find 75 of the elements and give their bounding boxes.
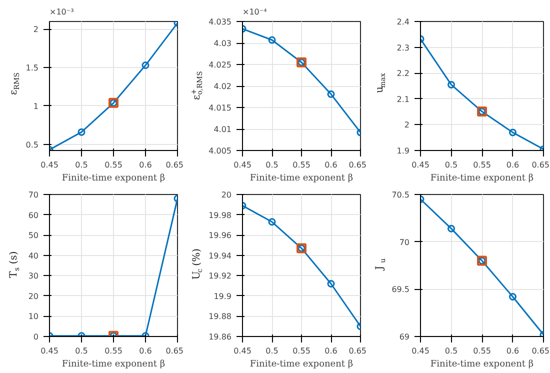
x-axis-title: Finite-time exponent β	[250, 360, 354, 370]
y-tick-label: 2	[404, 120, 410, 130]
x-tick-label: 0.5	[75, 160, 88, 170]
x-tick-label: 0.6	[506, 346, 520, 356]
x-tick-label: 0.45	[234, 160, 252, 170]
y-tick-label: 0.5	[26, 140, 39, 150]
x-axis-title: Finite-time exponent β	[430, 360, 534, 370]
y-tick-label: 70	[28, 190, 39, 200]
text: ×10⁻³	[50, 8, 74, 16]
x-tick-label: 0.65	[532, 160, 550, 170]
y-tick-label: 20	[221, 190, 232, 200]
y-tick-label: 60	[28, 210, 39, 220]
y-tick-label: 1.5	[26, 64, 39, 73]
x-tick-label: 0.5	[75, 346, 88, 356]
y-tick-label: 4.035	[208, 18, 232, 26]
x-tick-label: 0.65	[348, 346, 366, 356]
y-tick-label: 4.02	[214, 82, 232, 91]
y-tick-label: 69.5	[392, 285, 410, 294]
x-axis-title: Finite-time exponent β	[62, 360, 166, 370]
x-tick-label: 0.6	[139, 160, 152, 170]
y-tick-label: 4.03	[214, 39, 232, 48]
y-tick-label: 4.015	[208, 104, 232, 112]
y-tick-label: 19.9	[214, 292, 232, 301]
x-tick-label: 0.65	[166, 160, 184, 170]
text: ×10⁻⁴	[242, 8, 267, 16]
y-tick-label: 2.4	[396, 18, 410, 26]
x-tick-label: 0.55	[292, 346, 310, 356]
y-tick-label: 10	[28, 312, 39, 322]
y-tick-label: 50	[28, 231, 39, 240]
y-tick-label: 19.86	[208, 332, 232, 342]
y-tick-label: 19.96	[208, 231, 232, 240]
x-tick-label: 0.65	[166, 346, 184, 356]
x-tick-label: 0.55	[104, 346, 122, 356]
x-tick-label: 0.45	[412, 160, 430, 170]
x-tick-label: 0.65	[532, 346, 550, 356]
x-axis-title: Finite-time exponent β	[62, 174, 166, 184]
x-axis-title: Finite-time exponent β	[250, 174, 354, 184]
y-tick-label: 70.5	[392, 190, 410, 200]
y-tick-label: 4.025	[208, 60, 232, 70]
y-tick-label: 20	[28, 292, 39, 301]
y-tick-label: 2.3	[396, 43, 410, 52]
x-tick-label: 0.6	[139, 346, 152, 356]
y-tick-label: 19.92	[208, 272, 232, 281]
y-tick-label: 19.94	[208, 251, 232, 260]
x-tick-label: 0.55	[473, 160, 491, 170]
x-tick-label: 0.45	[412, 346, 430, 356]
y-tick-label: 4.005	[208, 146, 232, 156]
y-tick-label: 2	[33, 25, 39, 34]
x-tick-label: 0.55	[473, 346, 491, 356]
x-tick-label: 0.6	[324, 160, 338, 170]
y-tick-label: 0	[33, 332, 39, 342]
y-tick-label: 69	[399, 332, 410, 342]
y-tick-label: 2.1	[396, 94, 410, 104]
x-tick-label: 0.5	[266, 346, 278, 356]
y-tick-label: 1	[33, 102, 39, 111]
y-tick-label: 30	[28, 272, 39, 281]
x-tick-label: 0.5	[444, 160, 458, 170]
x-axis-title: Finite-time exponent β	[430, 174, 534, 184]
x-tick-label: 0.45	[234, 346, 252, 356]
x-tick-label: 0.55	[292, 160, 310, 170]
y-tick-label: 40	[28, 251, 39, 260]
y-tick-label: 19.88	[208, 312, 232, 322]
x-tick-label: 0.6	[324, 346, 338, 356]
y-tick-label: 4.01	[214, 125, 232, 134]
x-tick-label: 0.55	[104, 160, 122, 170]
x-tick-label: 0.5	[444, 346, 458, 356]
x-tick-label: 0.6	[506, 160, 520, 170]
x-tick-label: 0.5	[266, 160, 278, 170]
x-tick-label: 0.45	[40, 160, 58, 170]
y-tick-label: 1.9	[396, 146, 410, 156]
y-tick-label: 70	[399, 238, 410, 247]
x-tick-label: 0.65	[348, 160, 366, 170]
x-tick-label: 0.45	[40, 346, 58, 356]
y-tick-label: 2.2	[396, 69, 410, 78]
y-tick-label: 19.98	[208, 210, 232, 220]
